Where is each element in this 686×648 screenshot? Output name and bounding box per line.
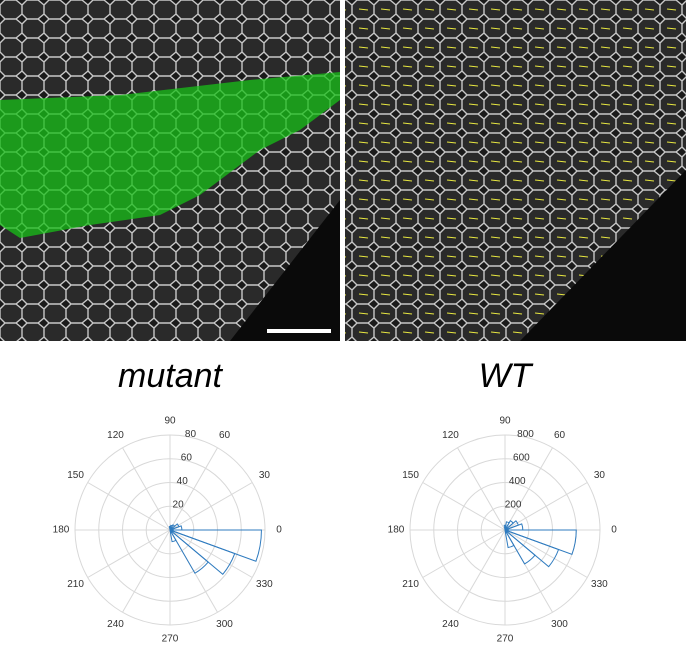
theta-tick-label: 90 [164, 416, 176, 427]
grid-spoke [87, 529, 171, 578]
rose-wedge [169, 524, 176, 531]
theta-tick-label: 90 [499, 416, 511, 427]
rose-wedge [504, 523, 524, 531]
r-tick-label: 800 [517, 429, 534, 440]
theta-tick-label: 330 [256, 579, 273, 590]
rose-wedge [169, 523, 180, 531]
theta-tick-label: 210 [402, 579, 419, 590]
grid-spoke [122, 529, 171, 613]
grid-spoke [169, 482, 253, 531]
theta-tick-label: 270 [497, 634, 514, 643]
grid-spoke [122, 447, 171, 531]
grid-spoke [504, 529, 588, 578]
r-tick-label: 600 [513, 452, 530, 463]
r-tick-label: 400 [509, 476, 526, 487]
theta-tick-label: 180 [388, 525, 405, 536]
rose-wedge [168, 525, 172, 531]
micrograph-mutant [0, 0, 340, 341]
grid-spoke [504, 482, 588, 531]
rose-wedge [169, 524, 174, 531]
chart-title: mutant [118, 357, 223, 395]
theta-tick-label: 240 [107, 619, 124, 630]
r-tick-label: 60 [181, 452, 193, 463]
scale-bar [267, 329, 331, 333]
rose-wedge [504, 529, 560, 568]
theta-tick-label: 180 [53, 525, 70, 536]
grid-spoke [422, 529, 506, 578]
theta-tick-label: 300 [551, 619, 568, 630]
rose-wedge [504, 520, 514, 531]
theta-tick-label: 0 [611, 525, 617, 536]
theta-tick-label: 150 [402, 470, 419, 481]
rose-wedge [169, 529, 262, 562]
theta-tick-label: 30 [259, 470, 271, 481]
theta-tick-label: 30 [594, 470, 606, 481]
r-tick-label: 200 [505, 499, 522, 510]
grid-spoke [169, 447, 218, 531]
micrograph-wt [345, 0, 686, 341]
theta-tick-label: 120 [107, 430, 124, 441]
grid-spoke [422, 482, 506, 531]
rose-wedge [504, 520, 520, 531]
theta-tick-label: 120 [442, 430, 459, 441]
chart-title: WT [479, 357, 534, 395]
theta-tick-label: 0 [276, 525, 282, 536]
rose-wedge [169, 525, 183, 531]
theta-tick-label: 60 [219, 430, 231, 441]
grid-spoke [504, 447, 553, 531]
grid-spoke [457, 529, 506, 613]
theta-tick-label: 210 [67, 579, 84, 590]
r-tick-label: 40 [177, 476, 189, 487]
theta-tick-label: 240 [442, 619, 459, 630]
r-tick-label: 80 [185, 429, 197, 440]
grid-spoke [87, 482, 171, 531]
theta-tick-label: 150 [67, 470, 84, 481]
theta-tick-label: 300 [216, 619, 233, 630]
r-tick-label: 20 [173, 499, 185, 510]
grid-spoke [169, 529, 253, 578]
rose-wedge [504, 529, 577, 556]
theta-tick-label: 330 [591, 579, 608, 590]
theta-tick-label: 60 [554, 430, 566, 441]
grid-spoke [457, 447, 506, 531]
rose-wedge [504, 521, 510, 531]
rose-wedge [503, 524, 507, 531]
theta-tick-label: 270 [162, 634, 179, 643]
